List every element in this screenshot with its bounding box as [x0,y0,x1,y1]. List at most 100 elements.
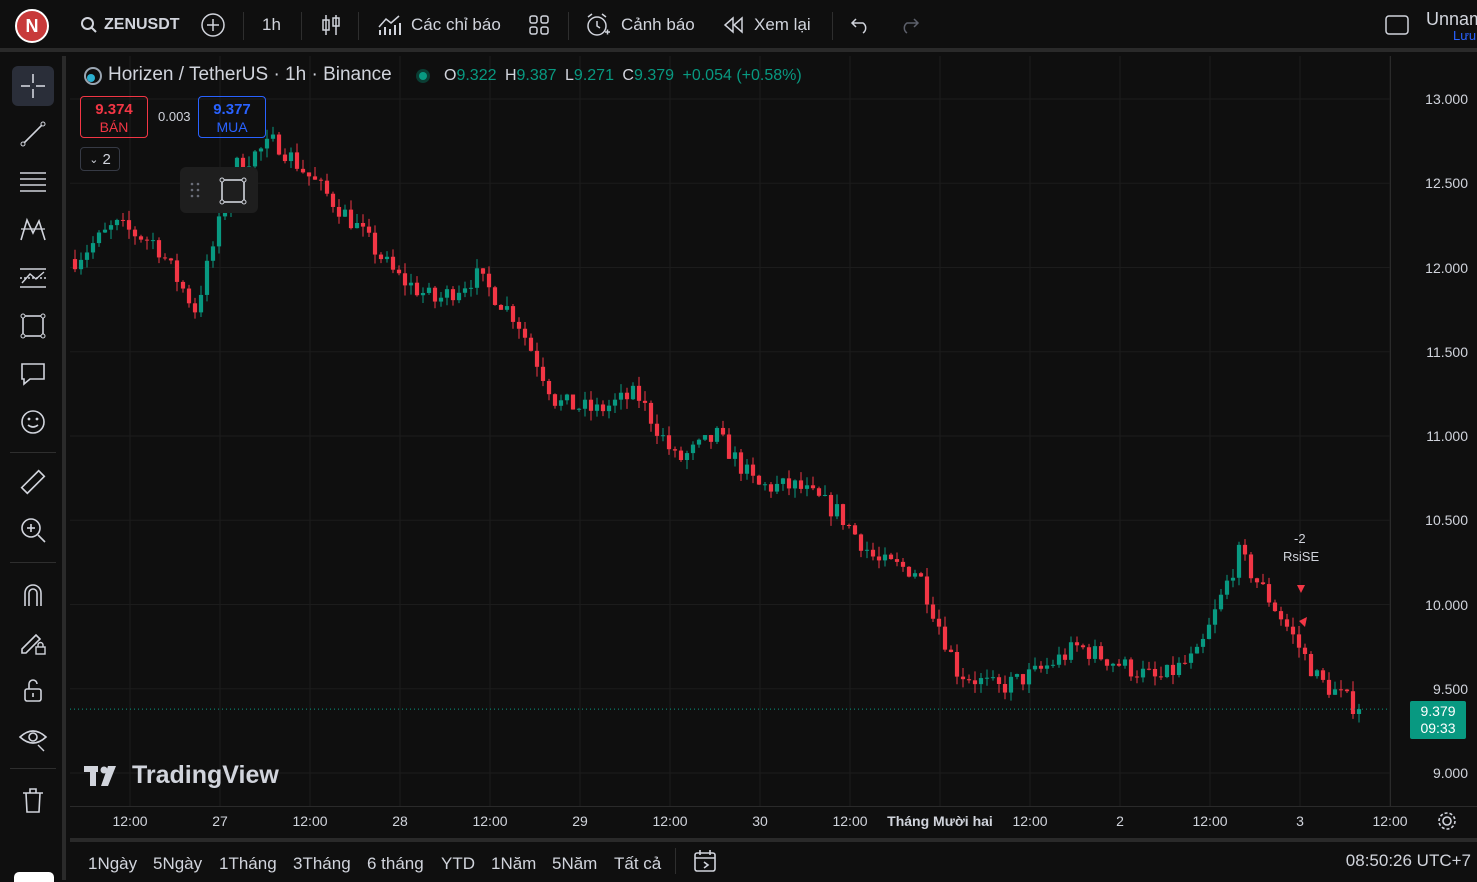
redo-button[interactable] [898,0,920,50]
candle-body [918,573,924,577]
candle-body [1278,611,1284,620]
candle-body [966,679,972,681]
range-button[interactable]: YTD [441,854,475,873]
prediction-tool[interactable] [12,258,54,298]
candle-body [1296,634,1302,648]
chevron-down-icon: ⌄ [89,153,99,166]
undo-button[interactable] [850,0,872,50]
symbol-search[interactable]: ZENUSDT [80,0,180,50]
candle-body [936,618,942,627]
magnet-tool[interactable] [12,574,54,614]
buy-price: 9.377 [213,101,251,118]
trend-line-tool[interactable] [12,114,54,154]
date-range-icon[interactable] [692,848,718,874]
candle-body [384,256,390,260]
candle-body [1158,676,1164,678]
candle-body [198,294,204,313]
fib-tool[interactable] [12,162,54,202]
candle-body [1116,663,1122,666]
candle-body [510,306,516,322]
clock[interactable]: 08:50:26 UTC+7 [1345,851,1471,870]
candle-body [654,423,660,436]
measure-tool[interactable] [12,462,54,502]
hide-drawings-tool[interactable] [12,718,54,758]
layout-button[interactable] [1384,0,1410,50]
candle-body [180,281,186,289]
scroll-handle[interactable] [14,872,54,882]
candle-body [984,677,990,679]
interval-button[interactable]: 1h [262,15,281,34]
range-button[interactable]: 3Tháng [293,854,351,873]
candlestick-chart[interactable] [70,56,1390,806]
time-tick-label: 12:00 [472,813,508,829]
shape-tool[interactable] [12,306,54,346]
delete-drawings-tool[interactable] [12,780,54,820]
candle-body [1080,645,1086,648]
sell-button[interactable]: 9.374 BÁN [80,96,148,138]
time-tick-label: 12:00 [652,813,688,829]
candle-body [378,254,384,260]
bottom-toolbar: 1Ngày 5Ngày 1Tháng 3Tháng 6 tháng YTD 1Năm 5Năm… [70,838,1477,880]
candle-body [1068,642,1074,660]
crosshair-tool[interactable] [12,66,54,106]
annotation-tool[interactable] [12,354,54,394]
chart-title[interactable]: Horizen / TetherUS · 1h · Binance [108,64,392,85]
range-button[interactable]: 5Ngày [153,854,203,873]
candle-countdown: 09:33 [1420,720,1456,736]
range-button[interactable]: 1Tháng [219,854,277,873]
compare-button[interactable] [200,0,226,50]
sell-price: 9.374 [95,101,133,118]
time-axis[interactable]: 12:00 27 12:00 28 12:00 29 12:00 30 12:00 Tháng M… [70,806,1477,837]
indicators-label: Các chỉ báo [411,15,501,34]
pencil-lock-icon [21,633,46,655]
alerts-button[interactable]: Cảnh báo [585,0,695,50]
grid-icon [529,15,549,35]
zoom-tool[interactable] [12,510,54,550]
candle-body [90,243,96,253]
pattern-tool[interactable] [12,210,54,250]
candle-body [456,292,462,301]
layout-name[interactable]: Unnam [1426,9,1477,29]
candle-body [1164,664,1170,678]
user-avatar[interactable]: N [15,9,49,43]
candle-body [504,306,510,310]
candle-body [1002,683,1008,693]
settings-gear-icon[interactable] [1436,810,1458,832]
candle-body [144,239,150,241]
symbol-name: ZENUSDT [104,16,180,33]
indicators-button[interactable]: Các chỉ báo [377,0,501,50]
range-button[interactable]: 1Ngày [88,854,138,873]
candle-body [546,380,552,395]
templates-button[interactable] [528,0,550,50]
candle-body [876,556,882,561]
candle-body [1188,653,1194,663]
chart-type-button[interactable] [320,0,342,50]
range-button[interactable]: 6 tháng [367,854,424,873]
candle-body [390,256,396,270]
range-button[interactable]: 1Năm [491,854,537,873]
candle-body [438,297,444,302]
candle-body [1044,665,1050,669]
replay-button[interactable]: Xem lại [722,0,811,50]
save-link[interactable]: Lưu [1453,28,1477,43]
smiley-icon [21,410,45,434]
buy-button[interactable]: 9.377 MUA [198,96,266,138]
rectangle-icon[interactable] [218,176,248,206]
candle-body [942,626,948,650]
lock-drawing-tool[interactable] [12,622,54,662]
range-button[interactable]: 5Năm [552,854,598,873]
lock-all-tool[interactable] [12,670,54,710]
candle-body [132,229,138,237]
drag-handle-icon[interactable] [190,181,200,199]
candle-body [1038,665,1044,669]
emoji-tool[interactable] [12,402,54,442]
candle-body [1350,691,1356,715]
candle-body [774,483,780,492]
candle-body [1056,654,1062,665]
range-button[interactable]: Tất cả [614,854,662,873]
candle-body [480,268,486,274]
candle-body [294,152,300,169]
price-axis[interactable]: 13.000 12.500 12.000 11.500 11.000 10.500 10.0… [1390,56,1477,806]
indicator-collapse-button[interactable]: ⌄ 2 [80,147,120,171]
last-price-value: 9.379 [1420,703,1456,719]
